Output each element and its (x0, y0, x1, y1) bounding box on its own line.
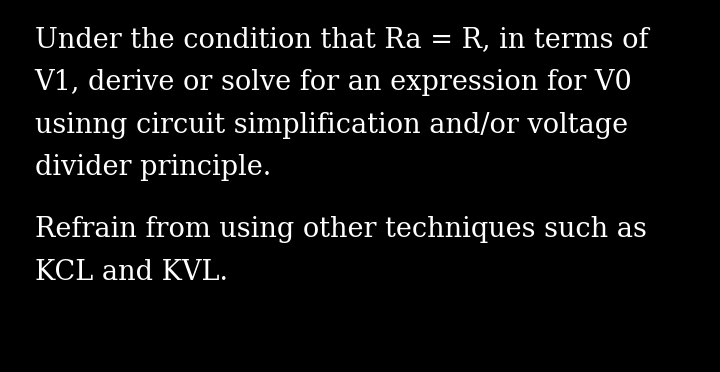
Text: Refrain from using other techniques such as
KCL and KVL.: Refrain from using other techniques such… (35, 216, 647, 286)
Text: Under the condition that Ra = R, in terms of
V1, derive or solve for an expressi: Under the condition that Ra = R, in term… (35, 26, 648, 181)
